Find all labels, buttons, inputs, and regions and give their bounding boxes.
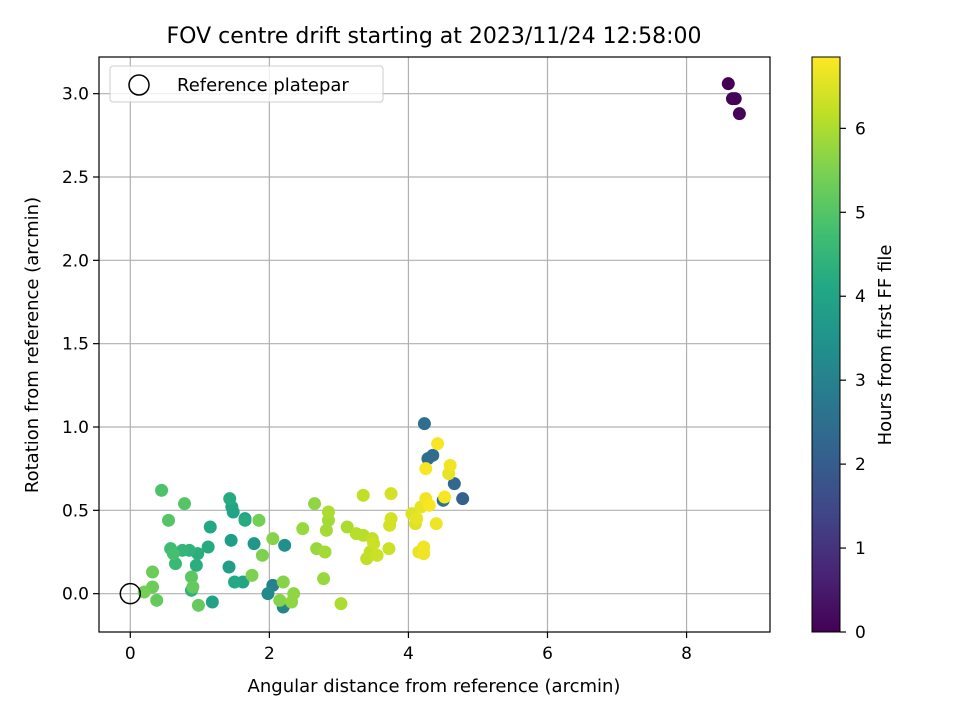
x-tick-label: 8 (681, 644, 692, 664)
colorbar-label: Hours from first FF file (875, 245, 896, 446)
data-point (150, 593, 164, 607)
data-point (137, 585, 151, 599)
legend: Reference platepar (109, 65, 384, 103)
colorbar-tick-label: 3 (855, 371, 866, 391)
data-point (410, 512, 424, 526)
data-point (308, 497, 322, 511)
y-tick-label: 0.5 (62, 501, 89, 521)
x-axis-label: Angular distance from reference (arcmin) (248, 676, 621, 697)
data-point (321, 505, 335, 519)
data-point (721, 77, 735, 91)
reference-marker (119, 582, 142, 605)
data-point (429, 517, 443, 531)
data-point (166, 547, 180, 561)
data-point (255, 548, 269, 562)
x-tick-label: 2 (264, 644, 275, 664)
data-point (238, 513, 252, 527)
data-point (384, 487, 398, 501)
data-point (431, 437, 445, 451)
data-point (155, 483, 169, 497)
data-point (191, 598, 205, 612)
data-points (137, 77, 746, 614)
data-point (261, 587, 275, 601)
data-point (205, 595, 219, 609)
data-point (443, 458, 457, 472)
chart-title: FOV centre drift starting at 2023/11/24 … (167, 24, 702, 49)
data-point (419, 462, 433, 476)
data-point (340, 520, 354, 534)
data-point (245, 568, 259, 582)
data-point (417, 547, 431, 561)
legend-marker (128, 74, 150, 96)
colorbar-tick-label: 2 (855, 455, 866, 475)
y-tick-label: 1.5 (62, 335, 89, 355)
data-point (162, 513, 176, 527)
legend-box (109, 65, 384, 103)
data-point (426, 448, 440, 462)
x-axis-ticks: 0 2 4 6 8 (125, 632, 692, 664)
x-tick-label: 6 (542, 644, 553, 664)
data-point (252, 513, 266, 527)
data-point (317, 572, 331, 586)
data-point (276, 575, 290, 589)
y-tick-label: 1.0 (62, 418, 89, 438)
x-tick-label: 0 (125, 644, 136, 664)
data-point (203, 520, 217, 534)
y-tick-label: 0.0 (62, 585, 89, 605)
colorbar-tick-label: 4 (855, 287, 866, 307)
data-point (189, 558, 203, 572)
data-point (447, 477, 461, 491)
colorbar-tick-label: 6 (855, 119, 866, 139)
data-point (296, 522, 310, 536)
y-axis-label: Rotation from reference (arcmin) (22, 197, 43, 493)
data-point (384, 512, 398, 526)
plot-frame (98, 56, 771, 633)
data-point (287, 587, 301, 601)
y-tick-label: 3.0 (62, 85, 89, 105)
data-point (356, 488, 370, 502)
y-tick-label: 2.5 (62, 168, 89, 188)
data-point (438, 490, 452, 504)
colorbar (811, 56, 841, 633)
data-point (228, 575, 242, 589)
data-point (201, 540, 215, 554)
data-point (417, 417, 431, 431)
colorbar-tick-label: 0 (855, 623, 866, 643)
data-point (178, 497, 192, 511)
data-point (146, 565, 160, 579)
data-point (273, 593, 287, 607)
colorbar-ticks: 0 1 2 3 4 5 6 (840, 119, 866, 643)
legend-label: Reference platepar (177, 75, 349, 96)
data-point (728, 92, 742, 106)
data-point (168, 557, 182, 571)
data-point (184, 570, 198, 584)
colorbar-tick-label: 5 (855, 203, 866, 223)
data-point (223, 492, 237, 506)
reference-point (119, 582, 142, 605)
colorbar-tick-label: 1 (855, 539, 866, 559)
data-point (422, 498, 436, 512)
data-point (370, 548, 384, 562)
data-point (319, 523, 333, 537)
data-point (382, 542, 396, 556)
x-tick-label: 4 (403, 644, 414, 664)
data-point (334, 597, 348, 611)
y-tick-label: 2.0 (62, 251, 89, 271)
data-point (222, 560, 236, 574)
data-point (186, 580, 200, 594)
data-point (318, 545, 332, 559)
y-axis-ticks: 0.0 0.5 1.0 1.5 2.0 2.5 3.0 (62, 85, 99, 605)
data-point (224, 533, 238, 547)
data-point (367, 537, 381, 551)
grid (99, 57, 770, 632)
data-point (266, 532, 280, 546)
data-point (278, 538, 292, 552)
data-point (456, 492, 470, 506)
data-point (732, 107, 746, 121)
data-point (247, 537, 261, 551)
